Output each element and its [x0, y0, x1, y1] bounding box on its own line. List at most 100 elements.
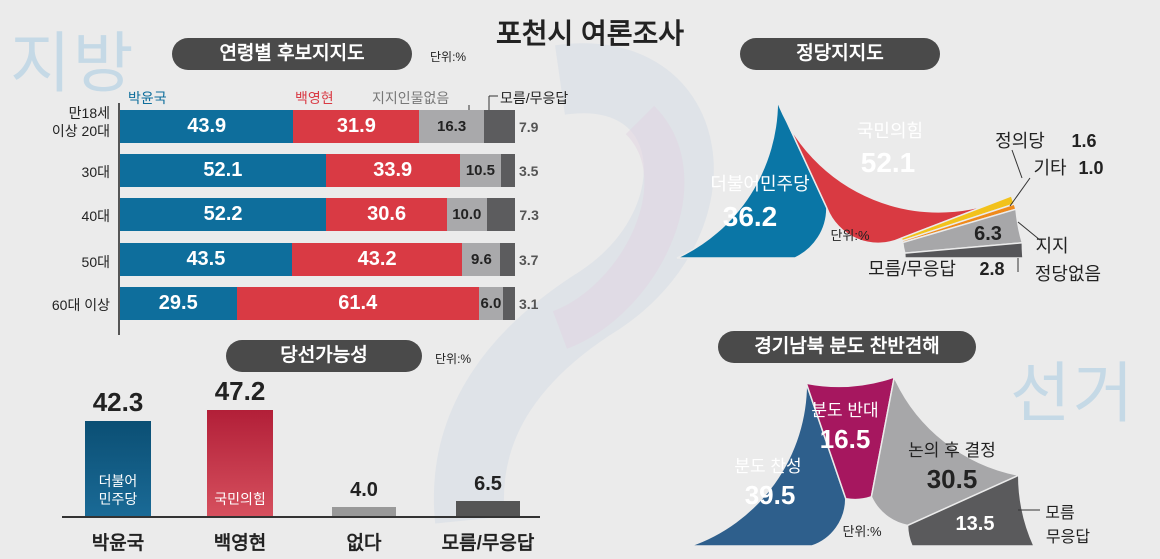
age-bar-0-2	[419, 110, 484, 143]
party-value-jeongui: 1.6	[1071, 131, 1096, 151]
win-value-2: 4.0	[350, 479, 378, 502]
age-bar-1-1	[325, 154, 460, 187]
age-value-3-1: 43.2	[357, 248, 397, 270]
legend-baek: 백영현	[295, 90, 334, 106]
win-name-3: 모름/무응답	[441, 533, 535, 554]
age-value-4-0: 29.5	[158, 292, 198, 314]
age-bar-4-3	[502, 287, 515, 320]
age-bar-3-2	[462, 243, 501, 276]
age-bar-3-0	[120, 243, 292, 276]
party-chart-title: 정당지지도	[740, 38, 940, 70]
age-bar-1-3	[501, 154, 515, 187]
split-value-ban: 16.5	[820, 424, 871, 454]
age-value-3-3: 3.7	[519, 252, 539, 268]
age-value-3-2: 9.6	[470, 251, 492, 268]
party-label-moreum: 모름/무응답	[868, 259, 956, 279]
win-bar-3	[456, 501, 520, 516]
age-value-3-0: 43.5	[186, 248, 226, 270]
age-value-1-1: 33.9	[373, 159, 413, 181]
party-leader-0	[1011, 149, 1023, 179]
party-label-none-1: 지지	[1035, 236, 1068, 256]
party-unit: 단위:%	[830, 228, 870, 243]
party-label-jeongui: 정의당	[995, 131, 1045, 151]
party-value-none: 6.3	[974, 223, 1002, 245]
win-bar-0	[85, 421, 151, 516]
party-label-none-2: 정당없음	[1035, 264, 1101, 284]
win-sublabel-1: 국민의힘	[214, 491, 266, 507]
win-value-0: 42.3	[92, 387, 144, 418]
age-bar-0-1	[293, 110, 420, 143]
age-value-0-3: 7.9	[519, 119, 539, 135]
party-leader-2	[1017, 221, 1041, 241]
party-label-minju: 더불어민주당	[710, 174, 809, 194]
split-label-chan: 분도 찬성	[734, 457, 801, 476]
split-slice-3	[906, 474, 1036, 547]
age-chart-axis	[118, 103, 120, 335]
age-value-2-0: 52.2	[203, 203, 243, 225]
age-value-1-2: 10.5	[465, 162, 496, 179]
party-value-gita: 1.0	[1078, 158, 1103, 178]
row-label-20s: 만18세 이상 20대	[51, 105, 110, 139]
legend-moreum: 모름/무응답	[500, 90, 569, 106]
win-sublabel-0: 더불어 민주당	[98, 473, 138, 507]
win-name-0: 박윤국	[91, 533, 145, 554]
page-title: 포천시 여론조사	[495, 18, 685, 49]
age-value-4-1: 61.4	[338, 292, 378, 314]
age-bar-0-0	[120, 110, 294, 143]
party-slice-1	[776, 100, 1012, 245]
split-slice-2	[870, 374, 1022, 527]
win-value-3: 6.5	[474, 473, 502, 496]
age-value-1-0: 52.1	[203, 159, 243, 181]
age-value-0-1: 31.9	[336, 115, 376, 137]
legend-park: 박윤국	[128, 90, 167, 106]
age-bar-4-2	[479, 287, 503, 320]
age-bar-1-2	[459, 154, 502, 187]
win-name-1: 백영현	[213, 533, 267, 554]
age-chart-title: 연령별 후보지지도	[172, 38, 412, 70]
age-value-0-0: 43.9	[187, 115, 227, 137]
split-label-nonui: 논의 후 결정	[908, 441, 996, 460]
win-chart-title: 당선가능성	[226, 340, 422, 372]
age-value-4-2: 6.0	[480, 295, 502, 312]
age-bar-2-1	[326, 198, 448, 231]
split-label-moreum-2: 무응답	[1046, 528, 1090, 546]
split-label-moreum-1: 모름	[1045, 504, 1074, 522]
split-value-chan: 39.5	[745, 480, 796, 510]
age-bar-4-0	[120, 287, 237, 320]
party-slice-5	[904, 241, 1024, 259]
age-value-4-3: 3.1	[519, 296, 539, 312]
party-slice-0	[676, 100, 828, 259]
age-value-2-1: 30.6	[367, 203, 407, 225]
age-chart-unit: 단위:%	[430, 50, 467, 64]
age-bar-2-0	[120, 198, 327, 231]
row-label-30s: 30대	[81, 164, 110, 180]
split-slice-0	[689, 383, 847, 547]
age-value-2-3: 7.3	[519, 207, 539, 223]
age-value-1-3: 3.5	[519, 163, 539, 179]
split-unit: 단위:%	[842, 524, 882, 539]
win-bar-2	[332, 507, 396, 516]
watermark-left: 지방	[10, 25, 136, 102]
party-label-gita: 기타	[1033, 158, 1067, 178]
age-bar-3-1	[291, 243, 463, 276]
row-label-50s: 50대	[81, 254, 110, 270]
split-value-moreum: 13.5	[956, 513, 995, 535]
win-chart-unit: 단위:%	[435, 352, 472, 366]
row-label-60s: 60대 이상	[51, 297, 110, 313]
row-label-40s: 40대	[81, 208, 110, 224]
age-value-0-2: 16.3	[436, 118, 467, 135]
legend-none: 지지인물없음	[372, 90, 450, 106]
win-name-2: 없다	[346, 533, 382, 554]
party-label-kukmin: 국민의힘	[857, 121, 923, 141]
age-bar-0-3	[483, 110, 515, 143]
age-bar-2-2	[447, 198, 487, 231]
party-leader-1	[1009, 177, 1031, 207]
split-value-nonui: 30.5	[927, 464, 978, 494]
party-value-moreum: 2.8	[979, 259, 1004, 279]
age-bar-2-3	[486, 198, 516, 231]
watermark-right: 선거	[1010, 355, 1136, 432]
party-value-kukmin: 52.1	[861, 147, 916, 178]
